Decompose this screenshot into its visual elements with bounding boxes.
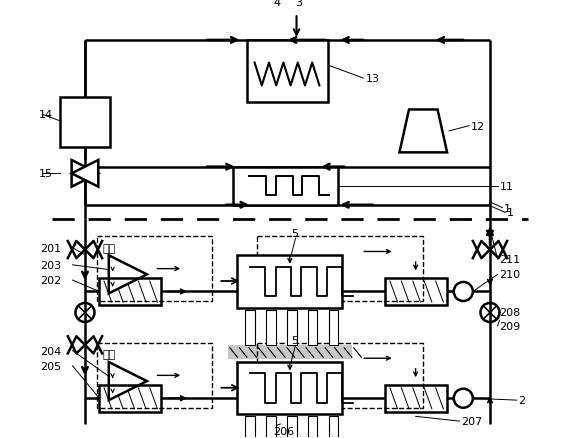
Bar [287, 417, 297, 438]
Text: 15: 15 [39, 169, 53, 179]
Bar [62, 102, 108, 144]
Text: 5: 5 [291, 336, 298, 345]
Text: 4: 4 [274, 0, 281, 8]
Bar [98, 237, 212, 301]
Polygon shape [400, 110, 447, 153]
Text: 205: 205 [40, 361, 61, 371]
Polygon shape [72, 161, 98, 187]
Bar [266, 310, 276, 345]
Bar [245, 417, 255, 438]
Bar [99, 279, 161, 305]
Bar [329, 417, 339, 438]
Text: 13: 13 [366, 74, 380, 84]
Bar [60, 98, 110, 147]
Text: 11: 11 [499, 181, 514, 191]
Bar [238, 362, 342, 414]
Text: 电能: 电能 [102, 350, 115, 360]
Bar [98, 343, 212, 408]
Text: 201: 201 [40, 243, 61, 253]
Text: 电能: 电能 [102, 243, 115, 253]
Bar [329, 310, 339, 345]
Bar [247, 41, 328, 102]
Bar [308, 310, 317, 345]
Text: 5: 5 [291, 229, 298, 239]
Bar [308, 417, 317, 438]
Bar [257, 237, 423, 301]
Text: 204: 204 [40, 346, 61, 356]
Text: 12: 12 [471, 121, 485, 131]
Text: 3: 3 [295, 0, 302, 8]
Text: 202: 202 [40, 276, 61, 286]
Text: 1: 1 [505, 203, 511, 213]
Bar [228, 345, 352, 359]
Bar [385, 279, 447, 305]
Bar [245, 310, 255, 345]
Bar [238, 256, 342, 308]
Polygon shape [109, 256, 147, 294]
Text: 206: 206 [273, 426, 294, 436]
Text: 2: 2 [518, 395, 526, 405]
Polygon shape [72, 161, 98, 187]
Text: 207: 207 [461, 416, 483, 426]
Bar [257, 343, 423, 408]
Text: 1: 1 [507, 208, 514, 218]
Text: 203: 203 [40, 260, 61, 270]
Bar [385, 385, 447, 412]
Text: 209: 209 [499, 321, 521, 331]
Bar [287, 310, 297, 345]
Text: 210: 210 [499, 270, 521, 280]
Text: 14: 14 [39, 110, 53, 120]
Bar [232, 167, 338, 205]
Polygon shape [109, 362, 147, 400]
Bar [99, 385, 161, 412]
Bar [266, 417, 276, 438]
Text: 208: 208 [499, 308, 521, 318]
Text: 211: 211 [499, 254, 521, 265]
